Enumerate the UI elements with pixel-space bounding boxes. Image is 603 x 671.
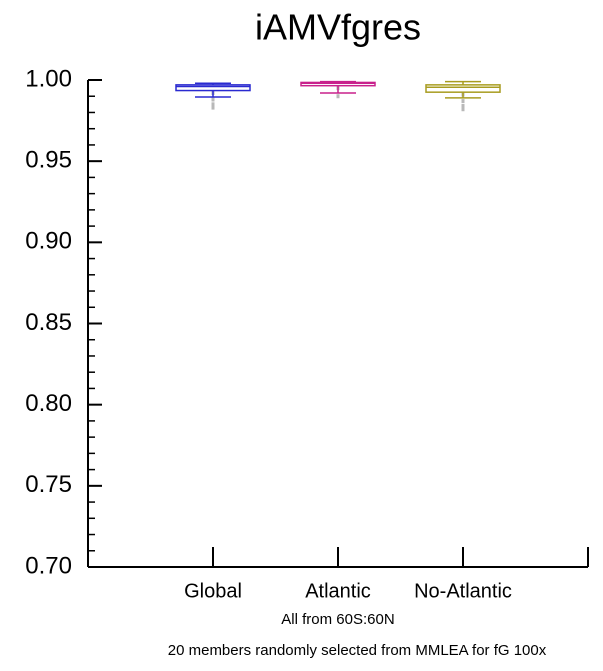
y-tick-label: 0.80 xyxy=(25,390,72,417)
outlier xyxy=(461,107,465,112)
annotation: 20 members randomly selected from MMLEA … xyxy=(168,642,547,659)
outlier xyxy=(461,99,465,104)
y-tick-label: 0.90 xyxy=(25,228,72,255)
chart-title: iAMVfgres xyxy=(255,7,421,48)
outlier xyxy=(461,103,465,108)
y-tick-label: 0.70 xyxy=(25,552,72,579)
y-tick-label: 0.75 xyxy=(25,471,72,498)
y-tick-label: 0.85 xyxy=(25,309,72,336)
y-tick-label: 1.00 xyxy=(25,65,72,92)
box xyxy=(300,81,376,87)
y-tick-label: 0.95 xyxy=(25,147,72,174)
outlier xyxy=(211,102,215,107)
x-tick-label: No-Atlantic xyxy=(414,580,512,602)
x-tick-label: Atlantic xyxy=(305,580,371,602)
outlier xyxy=(211,105,215,110)
outlier xyxy=(211,97,215,102)
outlier xyxy=(336,94,340,99)
box xyxy=(425,84,501,93)
x-tick-label: Global xyxy=(184,580,242,602)
annotation: All from 60S:60N xyxy=(281,611,394,628)
box xyxy=(175,84,251,92)
